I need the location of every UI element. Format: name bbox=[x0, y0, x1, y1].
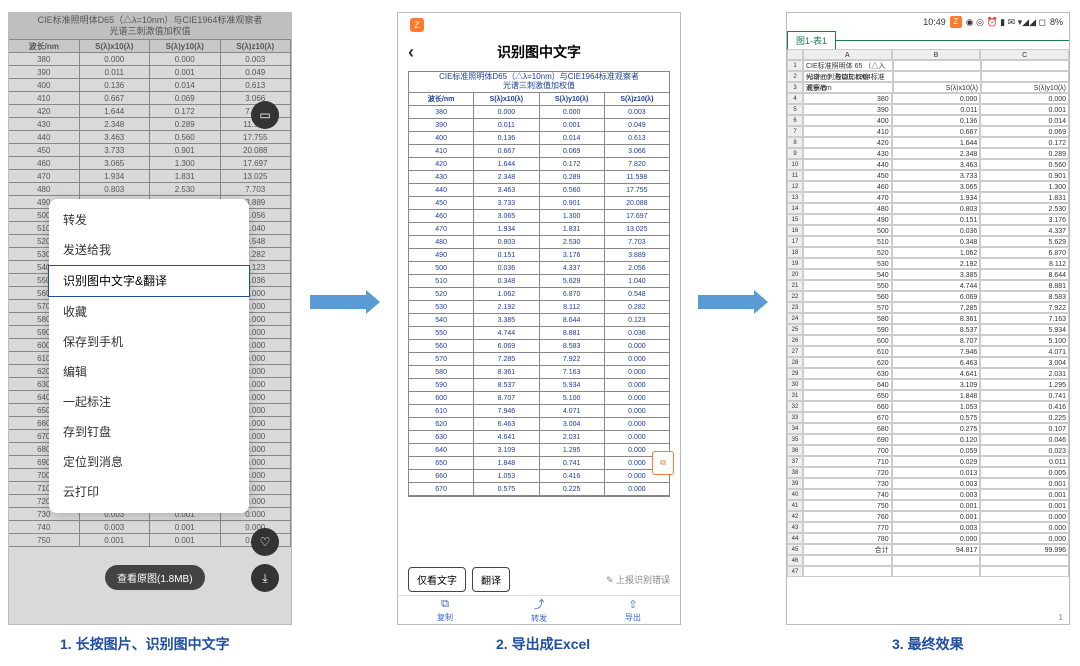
status-icons: ◉ ◎ ⏰ ▮ ✉ ▾◢◢ ◻ bbox=[966, 17, 1046, 28]
arrow-1 bbox=[310, 290, 380, 314]
status-app-icon: Z bbox=[950, 16, 962, 28]
export-icon: ⇧ bbox=[628, 598, 637, 611]
menu-item[interactable]: 识别图中文字&翻译 bbox=[48, 265, 250, 297]
bottom-copy[interactable]: ⧉复制 bbox=[398, 596, 492, 624]
panel1-bg-title: CIE标准照明体D65（△λ=10nm）与CIE1964标准观察者光谱三刺激值加… bbox=[9, 13, 291, 40]
caption-3: 3. 最终效果 bbox=[892, 634, 964, 654]
panel-excel: 10:49 Z ◉ ◎ ⏰ ▮ ✉ ▾◢◢ ◻ 8% 图1-表1 ABC 1CI… bbox=[786, 12, 1070, 625]
panel2-button-row: 仅看文字 翻译 ✎ 上报识别错误 bbox=[408, 567, 670, 592]
excel-footer-num: 1 bbox=[1059, 613, 1063, 622]
menu-item[interactable]: 发送给我 bbox=[49, 235, 249, 265]
panel-longpress: CIE标准照明体D65（△λ=10nm）与CIE1964标准观察者光谱三刺激值加… bbox=[8, 12, 292, 625]
menu-item[interactable]: 一起标注 bbox=[49, 387, 249, 417]
excel-col-header: ABC bbox=[787, 49, 1069, 60]
caption-2: 2. 导出成Excel bbox=[496, 634, 590, 654]
chip-translate[interactable]: 翻译 bbox=[472, 567, 510, 592]
panel2-table: CIE标准照明体D65（△λ=10nm）与CIE1964标准观察者光谱三刺激值加… bbox=[408, 71, 670, 497]
copy-icon: ⧉ bbox=[441, 598, 449, 611]
forward-icon: ⤴ bbox=[534, 596, 545, 612]
like-bubble[interactable]: ♡ bbox=[251, 528, 279, 556]
menu-item[interactable]: 保存到手机 bbox=[49, 327, 249, 357]
menu-item[interactable]: 转发 bbox=[49, 205, 249, 235]
context-menu: 转发发送给我识别图中文字&翻译收藏保存到手机编辑一起标注存到钉盘定位到消息云打印 bbox=[49, 199, 249, 513]
panel3-statusbar: 10:49 Z ◉ ◎ ⏰ ▮ ✉ ▾◢◢ ◻ 8% bbox=[787, 13, 1069, 31]
panel2-statusbar: Z bbox=[398, 13, 680, 37]
bottom-export[interactable]: ⇧导出 bbox=[586, 596, 680, 624]
report-error-link[interactable]: ✎ 上报识别错误 bbox=[606, 573, 670, 586]
view-original-pill[interactable]: 查看原图(1.8MB) bbox=[105, 565, 205, 590]
panel2-table-title: CIE标准照明体D65（△λ=10nm）与CIE1964标准观察者光谱三刺激值加… bbox=[409, 72, 669, 93]
side-expand-icon[interactable]: ⧉ bbox=[652, 451, 674, 475]
arrow-2 bbox=[698, 290, 768, 314]
excel-grid: ABC 1CIE标准照明体 65 （△入=10nm）与CIE 1964标准观察者… bbox=[787, 49, 1069, 577]
caption-1: 1. 长按图片、识别图中文字 bbox=[60, 634, 230, 654]
menu-item[interactable]: 云打印 bbox=[49, 477, 249, 507]
bubble-icon[interactable]: ▭ bbox=[251, 101, 279, 129]
ocr-app-icon: Z bbox=[410, 18, 424, 32]
bottom-forward[interactable]: ⤴转发 bbox=[492, 596, 586, 624]
menu-item[interactable]: 定位到消息 bbox=[49, 447, 249, 477]
chip-text-only[interactable]: 仅看文字 bbox=[408, 567, 466, 592]
menu-item[interactable]: 收藏 bbox=[49, 297, 249, 327]
panel2-bottombar: ⧉复制 ⤴转发 ⇧导出 bbox=[398, 595, 680, 624]
panel-ocr-result: Z ‹ 识别图中文字 CIE标准照明体D65（△λ=10nm）与CIE1964标… bbox=[397, 12, 681, 625]
excel-tabbar: 图1-表1 bbox=[787, 31, 1069, 49]
excel-tab[interactable]: 图1-表1 bbox=[787, 31, 836, 49]
menu-item[interactable]: 编辑 bbox=[49, 357, 249, 387]
back-icon[interactable]: ‹ bbox=[408, 42, 414, 63]
panel2-header: ‹ 识别图中文字 bbox=[398, 37, 680, 67]
menu-item[interactable]: 存到钉盘 bbox=[49, 417, 249, 447]
download-bubble[interactable]: ⤓ bbox=[251, 564, 279, 592]
panel2-title: 识别图中文字 bbox=[497, 42, 581, 62]
